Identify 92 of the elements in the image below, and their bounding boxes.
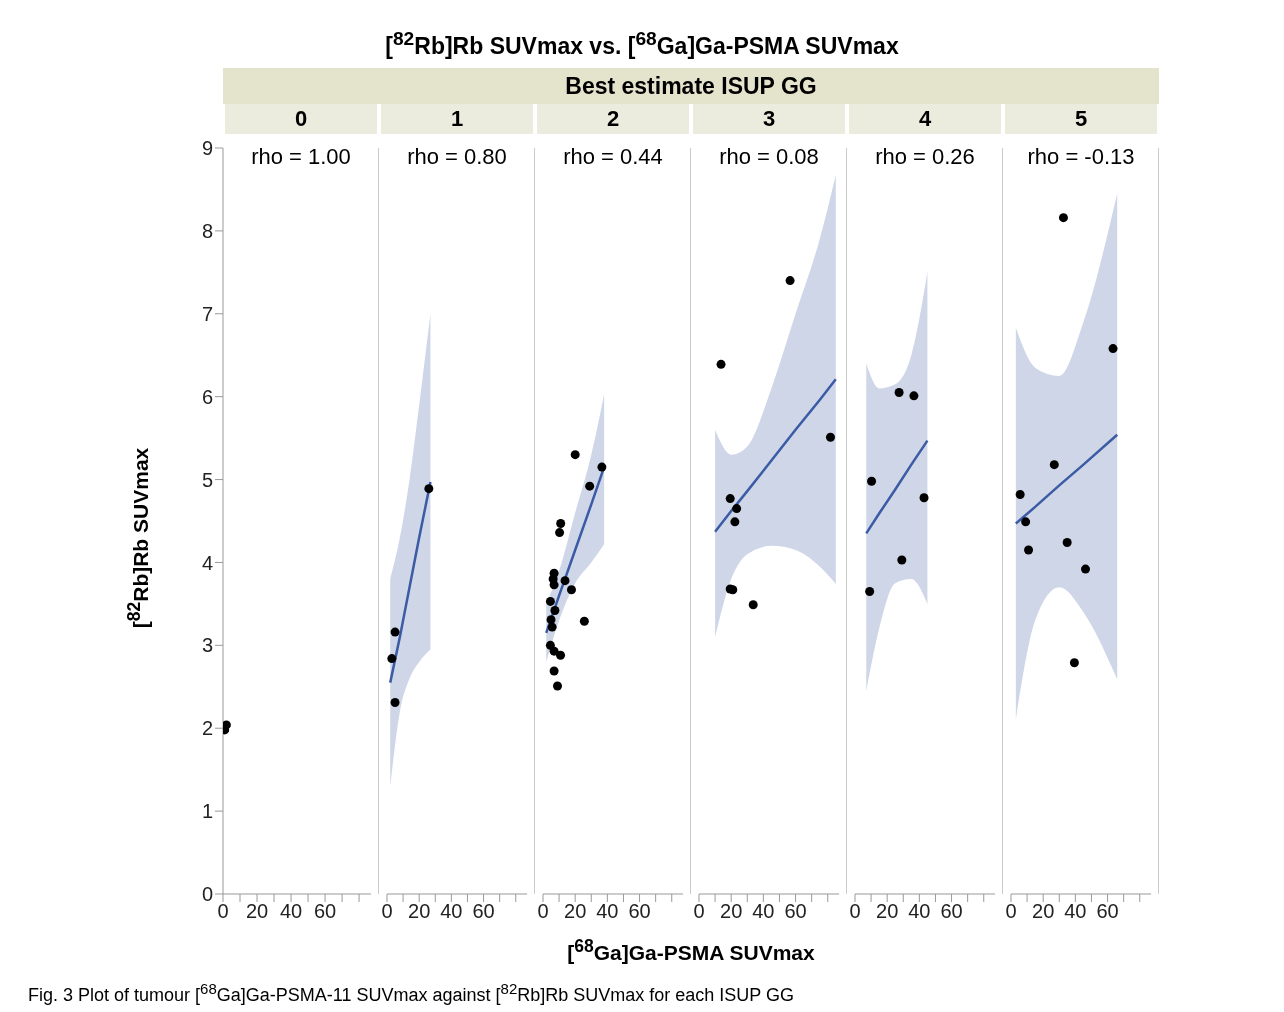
point	[1062, 538, 1072, 548]
x-tick-label: 40	[279, 900, 303, 923]
point	[545, 596, 555, 606]
point	[552, 681, 562, 691]
x-tick-label: 0	[217, 900, 229, 923]
point	[867, 476, 877, 486]
x-tick-label: 0	[693, 900, 705, 923]
point	[1021, 517, 1031, 527]
chart-title: 3	[693, 104, 845, 134]
y-tick-label: 8	[201, 219, 213, 242]
point	[825, 432, 835, 442]
x-tick-label: 60	[313, 900, 337, 923]
annotation: rho = 0.08	[718, 144, 820, 170]
x-axis-title: [$^{68}$Ga]Ga-PSMA SUVmax	[566, 936, 816, 965]
point	[390, 698, 400, 708]
y-tick-label: 2	[201, 717, 213, 740]
point	[748, 600, 758, 610]
point	[785, 276, 795, 286]
annotation: rho = -0.13	[1026, 144, 1136, 170]
x-tick-label: 0	[1005, 900, 1017, 923]
x-tick-label: 40	[596, 900, 619, 923]
point	[716, 359, 726, 369]
annotation: rho = 1.00	[250, 144, 352, 170]
x-tick-label: 40	[440, 900, 463, 923]
point	[390, 627, 400, 637]
x-tick-label: 20	[876, 900, 899, 923]
point	[909, 391, 919, 401]
point	[1015, 489, 1025, 499]
chart-title: 5	[1005, 104, 1157, 134]
point	[1108, 344, 1118, 354]
y-tick-label: 7	[201, 302, 213, 325]
point	[597, 462, 607, 472]
y-tick-label: 6	[201, 385, 213, 408]
x-tick-label: 40	[1064, 900, 1087, 923]
point	[1024, 545, 1034, 555]
point	[894, 388, 904, 398]
point	[1058, 213, 1068, 223]
x-tick-label: 60	[784, 900, 807, 923]
annotation: rho = 0.44	[562, 144, 664, 170]
point	[1069, 658, 1079, 668]
x-tick-label: 60	[940, 900, 963, 923]
chart-title: 1	[381, 104, 533, 134]
y-tick-label: 1	[201, 800, 213, 823]
point	[865, 586, 875, 596]
y-tick-label: 0	[201, 883, 213, 906]
point	[549, 666, 559, 676]
point	[566, 585, 576, 595]
point	[897, 555, 907, 565]
point	[549, 580, 559, 590]
point	[556, 650, 566, 660]
point	[579, 616, 589, 626]
x-tick-label: 20	[245, 900, 269, 923]
point	[547, 622, 557, 632]
text: Best estimate ISUP GG	[223, 68, 1159, 104]
point	[585, 481, 595, 491]
x-tick-label: 60	[628, 900, 651, 923]
point	[730, 517, 740, 527]
point	[919, 493, 929, 503]
point	[424, 484, 434, 494]
point	[556, 518, 566, 528]
annotation: rho = 0.26	[874, 144, 976, 170]
x-tick-label: 0	[849, 900, 861, 923]
point	[725, 494, 735, 504]
point	[570, 450, 580, 460]
x-tick-label: 60	[472, 900, 495, 923]
point	[732, 504, 742, 514]
x-tick-label: 20	[1032, 900, 1055, 923]
point	[550, 606, 560, 616]
point	[1081, 564, 1091, 574]
y-tick-label: 4	[201, 551, 213, 574]
x-tick-label: 60	[1096, 900, 1119, 923]
y-tick-label: 3	[201, 634, 213, 657]
x-tick-label: 40	[752, 900, 775, 923]
x-tick-label: 20	[408, 900, 431, 923]
point	[387, 654, 397, 664]
chart-title: 0	[225, 104, 377, 134]
x-tick-label: 20	[564, 900, 587, 923]
point	[560, 576, 570, 586]
annotation: rho = 0.80	[406, 144, 508, 170]
y-tick-label: 9	[201, 137, 213, 160]
point	[555, 528, 565, 538]
x-tick-label: 0	[381, 900, 393, 923]
text: [$^{82}$Rb]Rb SUVmax vs. [$^{68}$Ga]Ga-PSMA SUVmax	[384, 27, 900, 61]
x-tick-label: 20	[720, 900, 743, 923]
chart-title: 4	[849, 104, 1001, 134]
x-tick-label: 0	[537, 900, 549, 923]
y-tick-label: 5	[201, 468, 213, 491]
caption: Fig. 3 Plot of tumour [$^{68}$Ga]Ga-PSMA-11 SUVmax against [$^{82}$Rb]Rb SUVmax for each ISUP GG	[28, 980, 795, 1006]
point	[546, 615, 556, 625]
chart-title: 2	[537, 104, 689, 134]
point	[1049, 460, 1059, 470]
x-tick-label: 40	[908, 900, 931, 923]
